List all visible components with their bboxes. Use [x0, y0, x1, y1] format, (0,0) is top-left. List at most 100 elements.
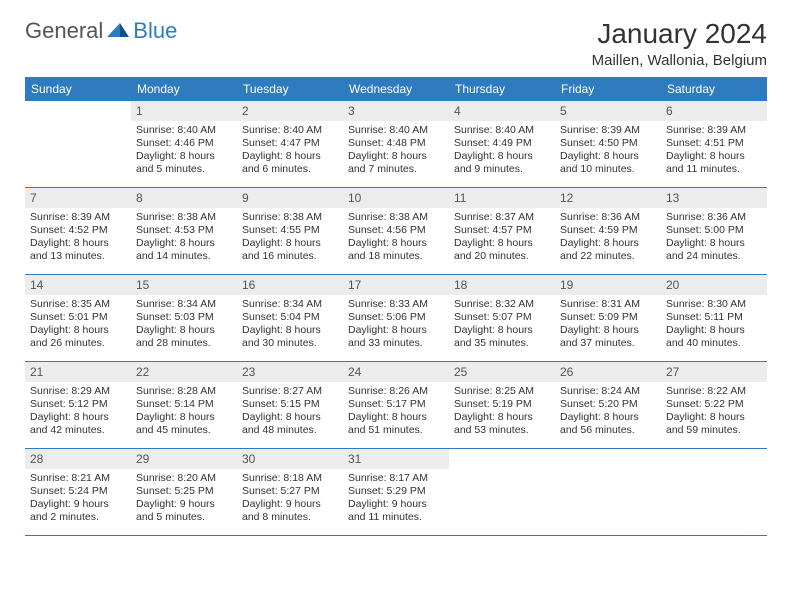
week-row: 7Sunrise: 8:39 AMSunset: 4:52 PMDaylight… [25, 188, 767, 275]
daylight-text: Daylight: 8 hours and 28 minutes. [136, 324, 232, 350]
day-cell: 12Sunrise: 8:36 AMSunset: 4:59 PMDayligh… [555, 188, 661, 274]
logo-text-general: General [25, 18, 103, 44]
day-number: 27 [661, 362, 767, 382]
weekday-header-cell: Sunday [25, 77, 131, 101]
day-cell [555, 449, 661, 535]
daylight-text: Daylight: 8 hours and 59 minutes. [666, 411, 762, 437]
daylight-text: Daylight: 8 hours and 37 minutes. [560, 324, 656, 350]
day-content: Sunrise: 8:18 AMSunset: 5:27 PMDaylight:… [237, 469, 343, 530]
sunset-text: Sunset: 4:55 PM [242, 224, 338, 237]
sunrise-text: Sunrise: 8:37 AM [454, 211, 550, 224]
sunrise-text: Sunrise: 8:22 AM [666, 385, 762, 398]
day-cell: 8Sunrise: 8:38 AMSunset: 4:53 PMDaylight… [131, 188, 237, 274]
day-number [555, 449, 661, 455]
daylight-text: Daylight: 8 hours and 53 minutes. [454, 411, 550, 437]
daylight-text: Daylight: 8 hours and 30 minutes. [242, 324, 338, 350]
sunrise-text: Sunrise: 8:39 AM [560, 124, 656, 137]
sunset-text: Sunset: 5:24 PM [30, 485, 126, 498]
day-cell: 27Sunrise: 8:22 AMSunset: 5:22 PMDayligh… [661, 362, 767, 448]
day-number: 1 [131, 101, 237, 121]
weekday-header-cell: Monday [131, 77, 237, 101]
daylight-text: Daylight: 8 hours and 13 minutes. [30, 237, 126, 263]
sunrise-text: Sunrise: 8:29 AM [30, 385, 126, 398]
sunrise-text: Sunrise: 8:18 AM [242, 472, 338, 485]
sunrise-text: Sunrise: 8:39 AM [666, 124, 762, 137]
sunrise-text: Sunrise: 8:33 AM [348, 298, 444, 311]
day-number: 13 [661, 188, 767, 208]
day-cell: 5Sunrise: 8:39 AMSunset: 4:50 PMDaylight… [555, 101, 661, 187]
day-content: Sunrise: 8:32 AMSunset: 5:07 PMDaylight:… [449, 295, 555, 356]
sunset-text: Sunset: 5:07 PM [454, 311, 550, 324]
week-row: 1Sunrise: 8:40 AMSunset: 4:46 PMDaylight… [25, 101, 767, 188]
weekday-header-row: SundayMondayTuesdayWednesdayThursdayFrid… [25, 77, 767, 101]
day-cell: 11Sunrise: 8:37 AMSunset: 4:57 PMDayligh… [449, 188, 555, 274]
month-title: January 2024 [592, 18, 767, 50]
sunset-text: Sunset: 5:00 PM [666, 224, 762, 237]
day-cell: 19Sunrise: 8:31 AMSunset: 5:09 PMDayligh… [555, 275, 661, 361]
day-cell: 31Sunrise: 8:17 AMSunset: 5:29 PMDayligh… [343, 449, 449, 535]
day-cell: 24Sunrise: 8:26 AMSunset: 5:17 PMDayligh… [343, 362, 449, 448]
sunset-text: Sunset: 5:11 PM [666, 311, 762, 324]
day-content: Sunrise: 8:33 AMSunset: 5:06 PMDaylight:… [343, 295, 449, 356]
day-cell: 29Sunrise: 8:20 AMSunset: 5:25 PMDayligh… [131, 449, 237, 535]
sunrise-text: Sunrise: 8:30 AM [666, 298, 762, 311]
day-number: 28 [25, 449, 131, 469]
daylight-text: Daylight: 9 hours and 8 minutes. [242, 498, 338, 524]
day-cell: 17Sunrise: 8:33 AMSunset: 5:06 PMDayligh… [343, 275, 449, 361]
sunset-text: Sunset: 4:51 PM [666, 137, 762, 150]
day-cell [661, 449, 767, 535]
title-block: January 2024 Maillen, Wallonia, Belgium [592, 18, 767, 69]
logo: General Blue [25, 18, 177, 44]
day-content: Sunrise: 8:30 AMSunset: 5:11 PMDaylight:… [661, 295, 767, 356]
day-number: 14 [25, 275, 131, 295]
daylight-text: Daylight: 8 hours and 9 minutes. [454, 150, 550, 176]
week-row: 14Sunrise: 8:35 AMSunset: 5:01 PMDayligh… [25, 275, 767, 362]
weekday-header-cell: Thursday [449, 77, 555, 101]
daylight-text: Daylight: 8 hours and 35 minutes. [454, 324, 550, 350]
day-cell: 3Sunrise: 8:40 AMSunset: 4:48 PMDaylight… [343, 101, 449, 187]
day-content: Sunrise: 8:20 AMSunset: 5:25 PMDaylight:… [131, 469, 237, 530]
sunset-text: Sunset: 5:15 PM [242, 398, 338, 411]
day-content: Sunrise: 8:39 AMSunset: 4:51 PMDaylight:… [661, 121, 767, 182]
day-content: Sunrise: 8:24 AMSunset: 5:20 PMDaylight:… [555, 382, 661, 443]
sunset-text: Sunset: 5:12 PM [30, 398, 126, 411]
sunrise-text: Sunrise: 8:36 AM [560, 211, 656, 224]
daylight-text: Daylight: 8 hours and 6 minutes. [242, 150, 338, 176]
day-cell: 18Sunrise: 8:32 AMSunset: 5:07 PMDayligh… [449, 275, 555, 361]
sunrise-text: Sunrise: 8:34 AM [136, 298, 232, 311]
day-number: 11 [449, 188, 555, 208]
day-content: Sunrise: 8:34 AMSunset: 5:04 PMDaylight:… [237, 295, 343, 356]
daylight-text: Daylight: 8 hours and 16 minutes. [242, 237, 338, 263]
day-number: 21 [25, 362, 131, 382]
day-content: Sunrise: 8:28 AMSunset: 5:14 PMDaylight:… [131, 382, 237, 443]
day-number: 10 [343, 188, 449, 208]
day-number: 6 [661, 101, 767, 121]
day-content: Sunrise: 8:40 AMSunset: 4:49 PMDaylight:… [449, 121, 555, 182]
day-content: Sunrise: 8:22 AMSunset: 5:22 PMDaylight:… [661, 382, 767, 443]
daylight-text: Daylight: 8 hours and 7 minutes. [348, 150, 444, 176]
daylight-text: Daylight: 8 hours and 5 minutes. [136, 150, 232, 176]
sunrise-text: Sunrise: 8:40 AM [136, 124, 232, 137]
day-content: Sunrise: 8:21 AMSunset: 5:24 PMDaylight:… [25, 469, 131, 530]
sunrise-text: Sunrise: 8:36 AM [666, 211, 762, 224]
day-number: 2 [237, 101, 343, 121]
day-cell: 25Sunrise: 8:25 AMSunset: 5:19 PMDayligh… [449, 362, 555, 448]
weekday-header-cell: Tuesday [237, 77, 343, 101]
daylight-text: Daylight: 8 hours and 18 minutes. [348, 237, 444, 263]
daylight-text: Daylight: 8 hours and 51 minutes. [348, 411, 444, 437]
daylight-text: Daylight: 8 hours and 22 minutes. [560, 237, 656, 263]
day-number: 8 [131, 188, 237, 208]
sunset-text: Sunset: 5:19 PM [454, 398, 550, 411]
daylight-text: Daylight: 8 hours and 24 minutes. [666, 237, 762, 263]
day-number: 9 [237, 188, 343, 208]
sunrise-text: Sunrise: 8:38 AM [348, 211, 444, 224]
day-content: Sunrise: 8:39 AMSunset: 4:52 PMDaylight:… [25, 208, 131, 269]
sunrise-text: Sunrise: 8:28 AM [136, 385, 232, 398]
daylight-text: Daylight: 8 hours and 33 minutes. [348, 324, 444, 350]
sunset-text: Sunset: 4:52 PM [30, 224, 126, 237]
day-content: Sunrise: 8:29 AMSunset: 5:12 PMDaylight:… [25, 382, 131, 443]
week-row: 28Sunrise: 8:21 AMSunset: 5:24 PMDayligh… [25, 449, 767, 536]
day-content: Sunrise: 8:38 AMSunset: 4:53 PMDaylight:… [131, 208, 237, 269]
daylight-text: Daylight: 8 hours and 20 minutes. [454, 237, 550, 263]
sunrise-text: Sunrise: 8:32 AM [454, 298, 550, 311]
